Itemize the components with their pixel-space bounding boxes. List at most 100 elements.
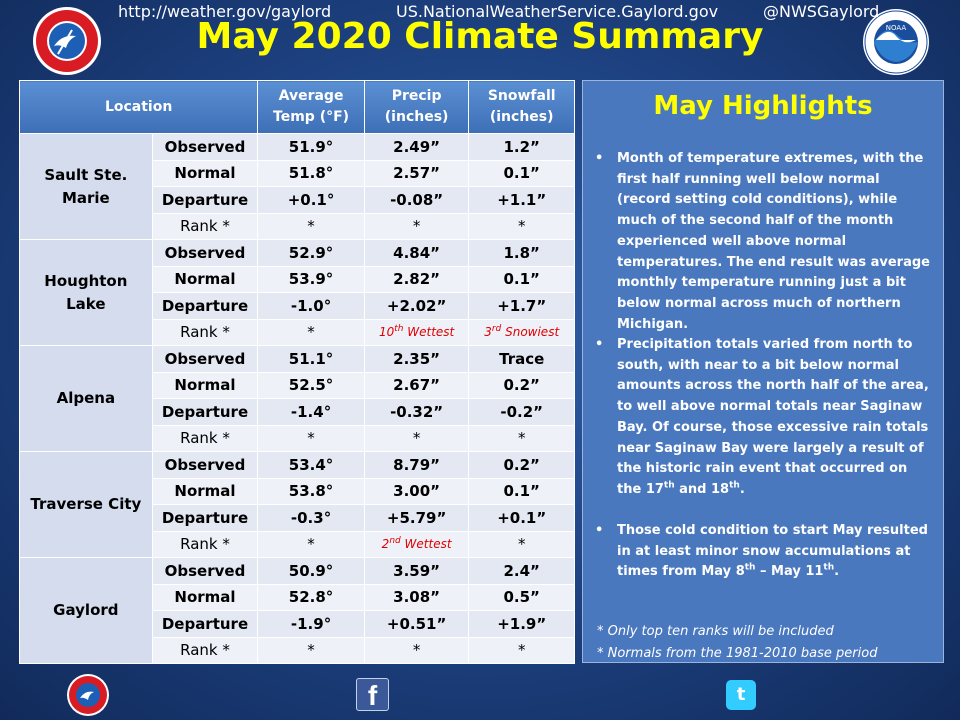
highlight-bullet: • Month of temperature extremes, with the…	[595, 151, 930, 332]
row-label: Observed	[151, 239, 259, 267]
table-cell: *	[363, 636, 470, 664]
table-cell: 0.2”	[468, 451, 575, 479]
table-cell: 2.4”	[468, 557, 575, 585]
highlight-bullet: • Those cold condition to start May resul…	[595, 523, 928, 580]
noaa-label: NOAA	[886, 24, 907, 32]
table-cell: *	[363, 424, 470, 452]
row-label: Observed	[151, 557, 259, 585]
row-label: Observed	[151, 451, 259, 479]
table-cell: Trace	[468, 345, 575, 373]
table-cell: -0.32”	[363, 398, 470, 426]
table-cell: 2.35”	[363, 345, 470, 373]
table-cell: *	[257, 636, 365, 664]
table-cell: +0.1°	[257, 186, 365, 214]
table-cell: 0.1”	[468, 159, 575, 187]
table-cell: *	[257, 424, 365, 452]
location-name: Traverse City	[19, 451, 153, 558]
highlights-panel: May Highlights • Month of temperature ext…	[582, 80, 944, 663]
table-cell: +1.9”	[468, 610, 575, 638]
table-cell: 52.9°	[257, 239, 365, 267]
row-label: Departure	[151, 292, 259, 320]
table-cell: 0.2”	[468, 371, 575, 399]
table-row: Rank * * * *	[20, 636, 575, 664]
table-row: Normal 53.8° 3.00” 0.1”	[20, 477, 575, 505]
highlight-bullet: • Precipitation totals varied from north …	[591, 335, 931, 501]
table-cell: 3rd Snowiest	[468, 318, 575, 346]
table-cell: 53.4°	[257, 451, 365, 479]
row-label: Normal	[151, 477, 259, 505]
row-label: Rank *	[151, 424, 259, 452]
table-cell: 2.82”	[363, 265, 470, 293]
facebook-link[interactable]: US.NationalWeatherService.Gaylord.gov	[396, 2, 719, 21]
row-label: Departure	[151, 398, 259, 426]
table-cell: -0.2”	[468, 398, 575, 426]
row-label: Normal	[151, 583, 259, 611]
table-cell: 50.9°	[257, 557, 365, 585]
table-row: Departure +0.1° -0.08” +1.1”	[20, 186, 575, 214]
table-cell: +2.02”	[363, 292, 470, 320]
nws-footer-logo	[67, 674, 109, 716]
table-cell: -1.9°	[257, 610, 365, 638]
table-row: Normal 51.8° 2.57” 0.1”	[20, 159, 575, 187]
table-cell: +5.79”	[363, 504, 470, 532]
table-cell: 2.67”	[363, 371, 470, 399]
table-cell: 8.79”	[363, 451, 470, 479]
row-label: Normal	[151, 265, 259, 293]
table-cell: 2nd Wettest	[363, 530, 470, 558]
table-cell: -1.0°	[257, 292, 365, 320]
row-label: Observed	[151, 133, 259, 161]
footnote-normals: * Normals from the 1981-2010 base period	[597, 646, 878, 661]
table-cell: 2.57”	[363, 159, 470, 187]
snowfall-header: Snowfall (inches)	[468, 80, 575, 134]
table-cell: +0.1”	[468, 504, 575, 532]
website-link[interactable]: http://weather.gov/gaylord	[118, 2, 332, 21]
facebook-icon[interactable]: f	[356, 678, 389, 711]
table-cell: 0.1”	[468, 477, 575, 505]
table-cell: 3.59”	[363, 557, 470, 585]
table-row: Rank * * 2nd Wettest *	[20, 530, 575, 558]
row-label: Rank *	[151, 318, 259, 346]
table-cell: *	[468, 530, 575, 558]
table-row: Houghton Lake Observed 52.9° 4.84” 1.8”	[19, 239, 575, 346]
table-cell: *	[363, 212, 470, 240]
header-row: Location Average Temp (°F) Precip (inches)…	[18, 80, 575, 134]
table-cell: 53.8°	[257, 477, 365, 505]
table-row: Traverse City Observed 53.4° 8.79” 0.2”	[19, 451, 575, 558]
avg-temp-header: Average Temp (°F)	[257, 80, 365, 134]
location-name: Gaylord	[19, 557, 153, 664]
table-cell: 3.00”	[363, 477, 470, 505]
table-cell: *	[257, 530, 365, 558]
footnote-ranks: * Only top ten ranks will be included	[597, 624, 834, 639]
twitter-icon[interactable]: t	[726, 680, 756, 710]
nws-logo	[33, 7, 101, 75]
table-cell: +1.1”	[468, 186, 575, 214]
location-name: Alpena	[19, 345, 153, 452]
location-header: Location	[18, 80, 259, 134]
table-cell: 0.5”	[468, 583, 575, 611]
twitter-link[interactable]: @NWSGaylord	[763, 2, 880, 21]
noaa-logo: NOAA	[863, 9, 929, 75]
row-label: Rank *	[151, 530, 259, 558]
table-cell: 10th Wettest	[363, 318, 470, 346]
table-cell: *	[468, 424, 575, 452]
row-label: Departure	[151, 610, 259, 638]
table-row: Sault Ste. Marie Observed 51.9° 2.49” 1.2”	[19, 133, 575, 240]
table-cell: -0.3°	[257, 504, 365, 532]
location-name: Houghton Lake	[19, 239, 153, 346]
page-title: May 2020 Climate Summary	[196, 16, 764, 57]
bullet-precip: Precipitation totals varied from north t…	[617, 337, 929, 497]
table-cell: +0.51”	[363, 610, 470, 638]
table-cell: 51.8°	[257, 159, 365, 187]
table-cell: *	[468, 212, 575, 240]
table-row: Gaylord Observed 50.9° 3.59” 2.4”	[19, 557, 575, 664]
table-cell: 52.8°	[257, 583, 365, 611]
table-cell: -1.4°	[257, 398, 365, 426]
row-label: Normal	[151, 159, 259, 187]
location-name: Sault Ste. Marie	[19, 133, 153, 240]
climate-table: Location Average Temp (°F) Precip (inches)…	[18, 80, 575, 664]
table-cell: 52.5°	[257, 371, 365, 399]
table-cell: 3.08”	[363, 583, 470, 611]
table-row: Normal 52.8° 3.08” 0.5”	[20, 583, 575, 611]
table-cell: 51.9°	[257, 133, 365, 161]
table-cell: 1.8”	[468, 239, 575, 267]
